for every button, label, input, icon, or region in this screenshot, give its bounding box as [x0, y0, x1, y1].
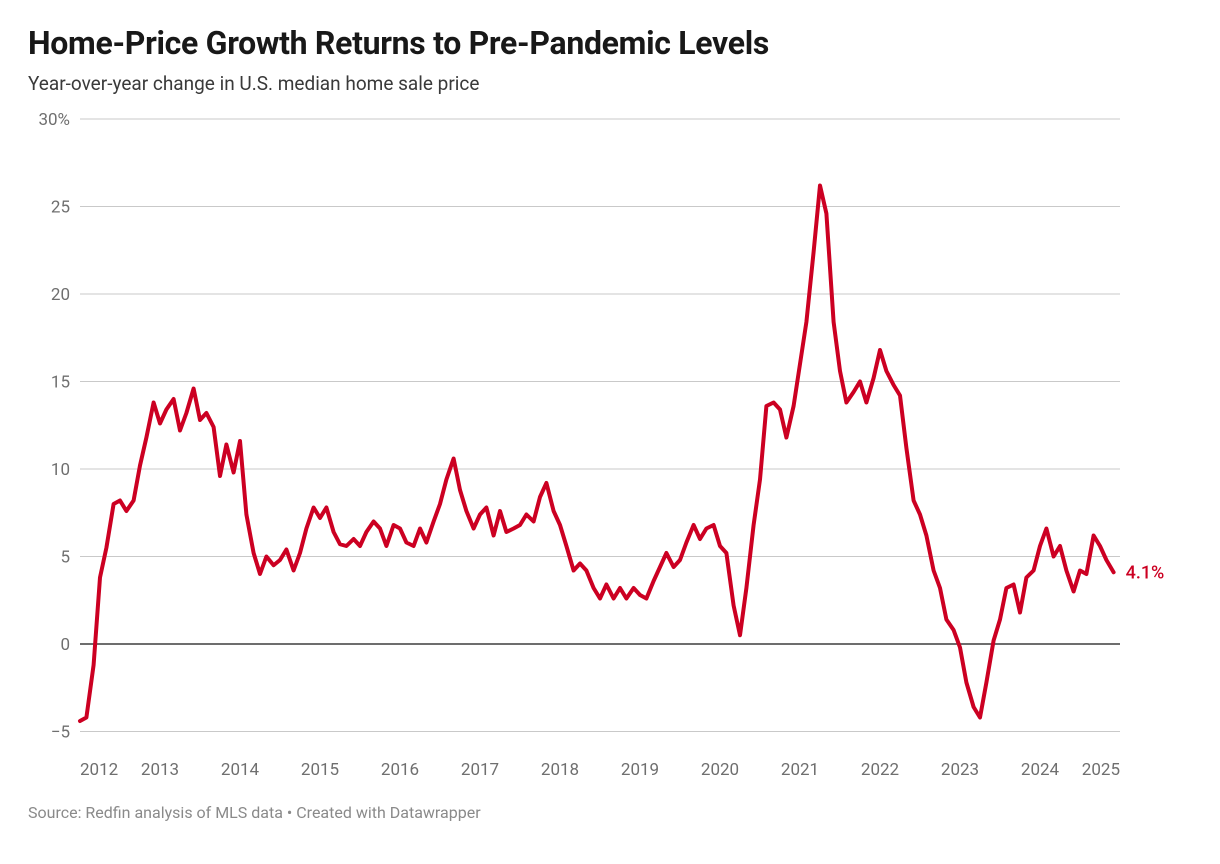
line-chart-svg: −5051015202530%2012201320142015201620172…	[28, 109, 1188, 789]
y-axis-label: 15	[51, 373, 70, 393]
series-end-label: 4.1%	[1126, 562, 1165, 583]
y-axis-label: −5	[51, 723, 70, 743]
x-axis-label: 2015	[301, 760, 339, 780]
x-axis-label: 2020	[701, 760, 739, 780]
x-axis-label: 2018	[541, 760, 579, 780]
x-axis-label: 2019	[621, 760, 659, 780]
price-growth-line	[80, 186, 1114, 722]
chart-source: Source: Redfin analysis of MLS data • Cr…	[28, 803, 1192, 822]
x-axis-label: 2016	[381, 760, 419, 780]
y-axis-label: 0	[60, 635, 70, 655]
x-axis-label: 2014	[221, 760, 260, 780]
y-axis-label: 10	[51, 460, 70, 480]
chart-container: Home-Price Growth Returns to Pre-Pandemi…	[0, 0, 1220, 864]
y-axis-label: 25	[51, 198, 70, 218]
x-axis-label: 2017	[461, 760, 499, 780]
chart-subtitle: Year-over-year change in U.S. median hom…	[28, 72, 1192, 95]
chart-title: Home-Price Growth Returns to Pre-Pandemi…	[28, 24, 1192, 62]
x-axis-label: 2021	[781, 760, 819, 780]
chart-plot-area: −5051015202530%2012201320142015201620172…	[28, 109, 1188, 789]
x-axis-label: 2022	[861, 760, 899, 780]
y-axis-label: 20	[51, 285, 70, 305]
y-axis-label: 5	[60, 548, 70, 568]
x-axis-label: 2024	[1021, 760, 1060, 780]
x-axis-label: 2012	[80, 760, 118, 780]
x-axis-label: 2013	[141, 760, 179, 780]
y-axis-label: 30%	[38, 110, 70, 130]
x-axis-label: 2023	[941, 760, 979, 780]
x-axis-label: 2025	[1082, 760, 1120, 780]
